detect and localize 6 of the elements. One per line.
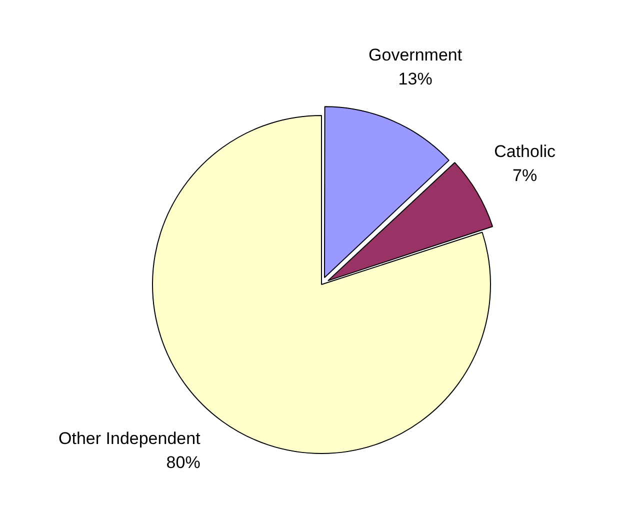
data-label: 80% bbox=[166, 452, 200, 472]
data-label: 13% bbox=[398, 69, 432, 88]
data-label: 7% bbox=[512, 166, 538, 185]
slice-label: Other Independent bbox=[58, 428, 201, 448]
slice-label: Government bbox=[368, 45, 462, 64]
slice-label: Catholic bbox=[494, 142, 556, 161]
